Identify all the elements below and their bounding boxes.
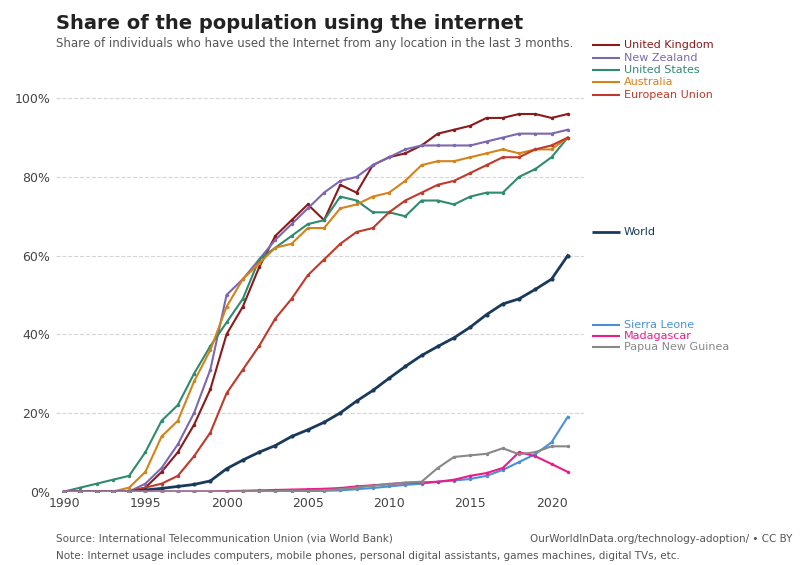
Text: United Kingdom: United Kingdom <box>624 40 714 50</box>
Text: Note: Internet usage includes computers, mobile phones, personal digital assista: Note: Internet usage includes computers,… <box>56 551 680 561</box>
Text: Australia: Australia <box>624 77 674 88</box>
Text: European Union: European Union <box>624 90 713 100</box>
Text: Our World: Our World <box>709 16 772 27</box>
Text: United States: United States <box>624 65 700 75</box>
Text: Share of individuals who have used the Internet from any location in the last 3 : Share of individuals who have used the I… <box>56 37 574 50</box>
Text: World: World <box>624 227 656 237</box>
Text: OurWorldInData.org/technology-adoption/ • CC BY: OurWorldInData.org/technology-adoption/ … <box>530 534 792 544</box>
Text: Madagascar: Madagascar <box>624 331 692 341</box>
Text: in Data: in Data <box>718 33 763 43</box>
Text: Share of the population using the internet: Share of the population using the intern… <box>56 14 523 33</box>
Text: Sierra Leone: Sierra Leone <box>624 320 694 330</box>
Text: Source: International Telecommunication Union (via World Bank): Source: International Telecommunication … <box>56 534 393 544</box>
Text: New Zealand: New Zealand <box>624 53 698 63</box>
Text: Papua New Guinea: Papua New Guinea <box>624 342 730 353</box>
